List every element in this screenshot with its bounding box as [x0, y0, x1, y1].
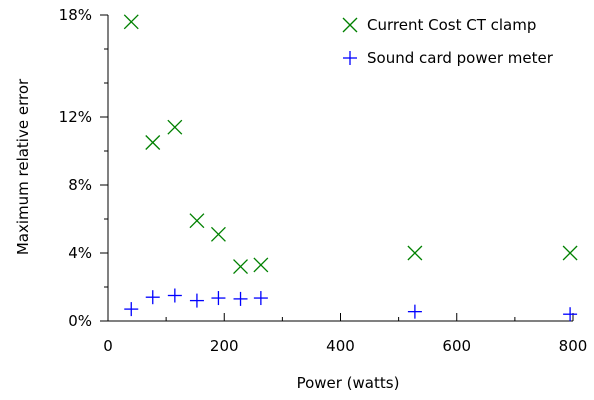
sound-card-point [407, 304, 422, 319]
x-tick-label: 400 [326, 337, 355, 355]
legend: Current Cost CT clamp Sound card power me… [342, 16, 554, 67]
legend-label: Sound card power meter [367, 49, 554, 67]
sound-card-point [563, 307, 578, 322]
x-axis-label: Power (watts) [297, 374, 400, 392]
y-tick-label: 12% [59, 108, 92, 126]
y-tick-label: 4% [68, 244, 92, 262]
x-tick-label: 600 [442, 337, 471, 355]
sound-card-point [124, 302, 139, 317]
sound-card-point [189, 293, 204, 308]
x-tick-label: 200 [210, 337, 239, 355]
axes: 0 200 400 600 800 0% 4% 8% 12% 18% [59, 6, 588, 355]
legend-marker [343, 51, 357, 65]
sound-card-point [211, 291, 226, 306]
ct-clamp-point [233, 259, 248, 275]
ct-clamp-point [253, 257, 269, 273]
y-tick-label: 0% [68, 312, 92, 330]
ct-clamp-point [123, 14, 139, 30]
sound-card-point [167, 288, 182, 303]
ct-clamp-point [167, 119, 183, 135]
sound-card-point [253, 291, 268, 306]
ct-clamp-point [145, 135, 161, 150]
ct-clamp-point [210, 226, 226, 242]
y-tick-label: 18% [59, 6, 92, 24]
sound-card-point [145, 290, 160, 305]
x-tick-label: 800 [559, 337, 588, 355]
data-points [123, 14, 578, 322]
sound-card-point [233, 291, 248, 306]
ct-clamp-point [407, 245, 423, 261]
y-tick-label: 8% [68, 176, 92, 194]
x-tick-label: 0 [103, 337, 113, 355]
ct-clamp-point [562, 245, 578, 261]
y-axis-label: Maximum relative error [14, 78, 32, 255]
legend-marker [342, 17, 358, 33]
ct-clamp-point [189, 213, 205, 229]
legend-label: Current Cost CT clamp [367, 16, 536, 34]
